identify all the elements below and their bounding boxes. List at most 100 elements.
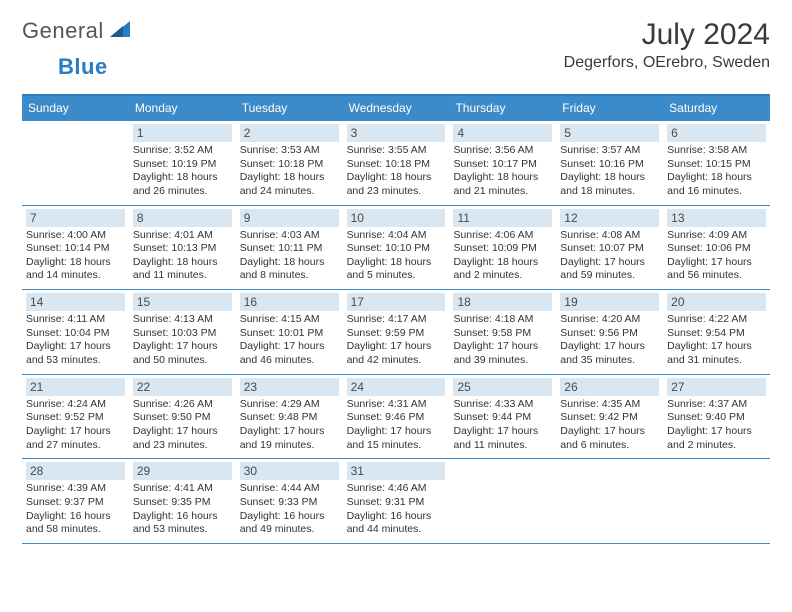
day-number: 10 [347, 209, 446, 227]
sunset-text: Sunset: 10:01 PM [240, 327, 339, 341]
day-header: Saturday [663, 96, 770, 120]
day-details: Sunrise: 4:15 AMSunset: 10:01 PMDaylight… [240, 313, 339, 368]
day-cell: 27Sunrise: 4:37 AMSunset: 9:40 PMDayligh… [663, 375, 770, 459]
sunrise-text: Sunrise: 3:56 AM [453, 144, 552, 158]
sunset-text: Sunset: 9:40 PM [667, 411, 766, 425]
sunrise-text: Sunrise: 3:55 AM [347, 144, 446, 158]
daylight-text: Daylight: 17 hours and 15 minutes. [347, 425, 446, 452]
day-cell: 18 Sunrise: 4:18 AMSunset: 9:58 PMDayligh… [449, 290, 556, 374]
day-cell: 1Sunrise: 3:52 AMSunset: 10:19 PMDayligh… [129, 121, 236, 205]
day-cell: 10Sunrise: 4:04 AMSunset: 10:10 PMDaylig… [343, 206, 450, 290]
day-cell: 17Sunrise: 4:17 AMSunset: 9:59 PMDayligh… [343, 290, 450, 374]
day-number: 24 [347, 378, 446, 396]
daylight-text: Daylight: 18 hours and 26 minutes. [133, 171, 232, 198]
sunrise-text: Sunrise: 4:29 AM [240, 398, 339, 412]
day-details: Sunrise: 4:33 AMSunset: 9:44 PMDaylight:… [453, 398, 552, 453]
day-cell: 30Sunrise: 4:44 AMSunset: 9:33 PMDayligh… [236, 459, 343, 543]
day-number: 25 [453, 378, 552, 396]
day-number: 18 [453, 293, 552, 311]
daylight-text: Daylight: 17 hours and 39 minutes. [453, 340, 552, 367]
sunrise-text: Sunrise: 3:52 AM [133, 144, 232, 158]
day-cell: 16 Sunrise: 4:15 AMSunset: 10:01 PMDaylig… [236, 290, 343, 374]
sunset-text: Sunset: 10:14 PM [26, 242, 125, 256]
week-row: 28Sunrise: 4:39 AMSunset: 9:37 PMDayligh… [22, 458, 770, 543]
day-details: Sunrise: 4:06 AMSunset: 10:09 PMDaylight… [453, 229, 552, 284]
daylight-text: Daylight: 18 hours and 24 minutes. [240, 171, 339, 198]
day-number: 3 [347, 124, 446, 142]
sunset-text: Sunset: 10:10 PM [347, 242, 446, 256]
sunrise-text: Sunrise: 4:46 AM [347, 482, 446, 496]
day-cell: 6 Sunrise: 3:58 AMSunset: 10:15 PMDayligh… [663, 121, 770, 205]
day-cell: 22Sunrise: 4:26 AMSunset: 9:50 PMDayligh… [129, 375, 236, 459]
calendar-bottom-rule [22, 543, 770, 544]
day-cell: 21Sunrise: 4:24 AMSunset: 9:52 PMDayligh… [22, 375, 129, 459]
day-cell: 15Sunrise: 4:13 AMSunset: 10:03 PMDaylig… [129, 290, 236, 374]
sunrise-text: Sunrise: 4:33 AM [453, 398, 552, 412]
day-header: Thursday [449, 96, 556, 120]
day-details: Sunrise: 4:41 AMSunset: 9:35 PMDaylight:… [133, 482, 232, 537]
day-header: Sunday [22, 96, 129, 120]
day-cell: 23Sunrise: 4:29 AMSunset: 9:48 PMDayligh… [236, 375, 343, 459]
daylight-text: Daylight: 16 hours and 53 minutes. [133, 510, 232, 537]
daylight-text: Daylight: 18 hours and 11 minutes. [133, 256, 232, 283]
sunrise-text: Sunrise: 4:11 AM [26, 313, 125, 327]
day-details: Sunrise: 3:56 AMSunset: 10:17 PMDaylight… [453, 144, 552, 199]
day-number: 13 [667, 209, 766, 227]
day-cell: 3Sunrise: 3:55 AMSunset: 10:18 PMDayligh… [343, 121, 450, 205]
daylight-text: Daylight: 18 hours and 14 minutes. [26, 256, 125, 283]
sunrise-text: Sunrise: 4:03 AM [240, 229, 339, 243]
location-subtitle: Degerfors, OErebro, Sweden [564, 54, 770, 72]
day-cell: 31Sunrise: 4:46 AMSunset: 9:31 PMDayligh… [343, 459, 450, 543]
day-details: Sunrise: 4:29 AMSunset: 9:48 PMDaylight:… [240, 398, 339, 453]
sunset-text: Sunset: 10:18 PM [240, 158, 339, 172]
day-details: Sunrise: 3:57 AMSunset: 10:16 PMDaylight… [560, 144, 659, 199]
day-number: 6 [667, 124, 766, 142]
day-number: 2 [240, 124, 339, 142]
day-cell [449, 459, 556, 543]
day-details: Sunrise: 3:58 AMSunset: 10:15 PMDaylight… [667, 144, 766, 199]
day-header: Tuesday [236, 96, 343, 120]
calendar: Sunday Monday Tuesday Wednesday Thursday… [22, 94, 770, 544]
day-cell [556, 459, 663, 543]
sunrise-text: Sunrise: 4:20 AM [560, 313, 659, 327]
day-cell: 12Sunrise: 4:08 AMSunset: 10:07 PMDaylig… [556, 206, 663, 290]
day-cell: 8Sunrise: 4:01 AMSunset: 10:13 PMDayligh… [129, 206, 236, 290]
day-cell: 13Sunrise: 4:09 AMSunset: 10:06 PMDaylig… [663, 206, 770, 290]
day-number: 31 [347, 462, 446, 480]
daylight-text: Daylight: 17 hours and 19 minutes. [240, 425, 339, 452]
daylight-text: Daylight: 17 hours and 35 minutes. [560, 340, 659, 367]
day-number: 9 [240, 209, 339, 227]
daylight-text: Daylight: 17 hours and 6 minutes. [560, 425, 659, 452]
daylight-text: Daylight: 18 hours and 8 minutes. [240, 256, 339, 283]
day-number: 19 [560, 293, 659, 311]
sunset-text: Sunset: 9:59 PM [347, 327, 446, 341]
sunrise-text: Sunrise: 4:00 AM [26, 229, 125, 243]
sunrise-text: Sunrise: 4:17 AM [347, 313, 446, 327]
daylight-text: Daylight: 17 hours and 56 minutes. [667, 256, 766, 283]
day-cell: 29Sunrise: 4:41 AMSunset: 9:35 PMDayligh… [129, 459, 236, 543]
daylight-text: Daylight: 17 hours and 2 minutes. [667, 425, 766, 452]
sunrise-text: Sunrise: 4:41 AM [133, 482, 232, 496]
logo-text-blue: Blue [58, 54, 108, 80]
day-details: Sunrise: 4:39 AMSunset: 9:37 PMDaylight:… [26, 482, 125, 537]
day-details: Sunrise: 3:52 AMSunset: 10:19 PMDaylight… [133, 144, 232, 199]
weeks-container: 1Sunrise: 3:52 AMSunset: 10:19 PMDayligh… [22, 120, 770, 543]
day-number: 8 [133, 209, 232, 227]
day-cell: 28Sunrise: 4:39 AMSunset: 9:37 PMDayligh… [22, 459, 129, 543]
day-cell: 19 Sunrise: 4:20 AMSunset: 9:56 PMDayligh… [556, 290, 663, 374]
day-number: 14 [26, 293, 125, 311]
day-details: Sunrise: 4:20 AMSunset: 9:56 PMDaylight:… [560, 313, 659, 368]
sunset-text: Sunset: 9:35 PM [133, 496, 232, 510]
daylight-text: Daylight: 17 hours and 31 minutes. [667, 340, 766, 367]
sunset-text: Sunset: 9:42 PM [560, 411, 659, 425]
daylight-text: Daylight: 18 hours and 5 minutes. [347, 256, 446, 283]
day-number: 16 [240, 293, 339, 311]
sunrise-text: Sunrise: 4:18 AM [453, 313, 552, 327]
daylight-text: Daylight: 17 hours and 23 minutes. [133, 425, 232, 452]
sunrise-text: Sunrise: 4:24 AM [26, 398, 125, 412]
day-details: Sunrise: 4:18 AMSunset: 9:58 PMDaylight:… [453, 313, 552, 368]
day-cell: 2Sunrise: 3:53 AMSunset: 10:18 PMDayligh… [236, 121, 343, 205]
day-details: Sunrise: 4:35 AMSunset: 9:42 PMDaylight:… [560, 398, 659, 453]
daylight-text: Daylight: 17 hours and 42 minutes. [347, 340, 446, 367]
sunset-text: Sunset: 9:48 PM [240, 411, 339, 425]
